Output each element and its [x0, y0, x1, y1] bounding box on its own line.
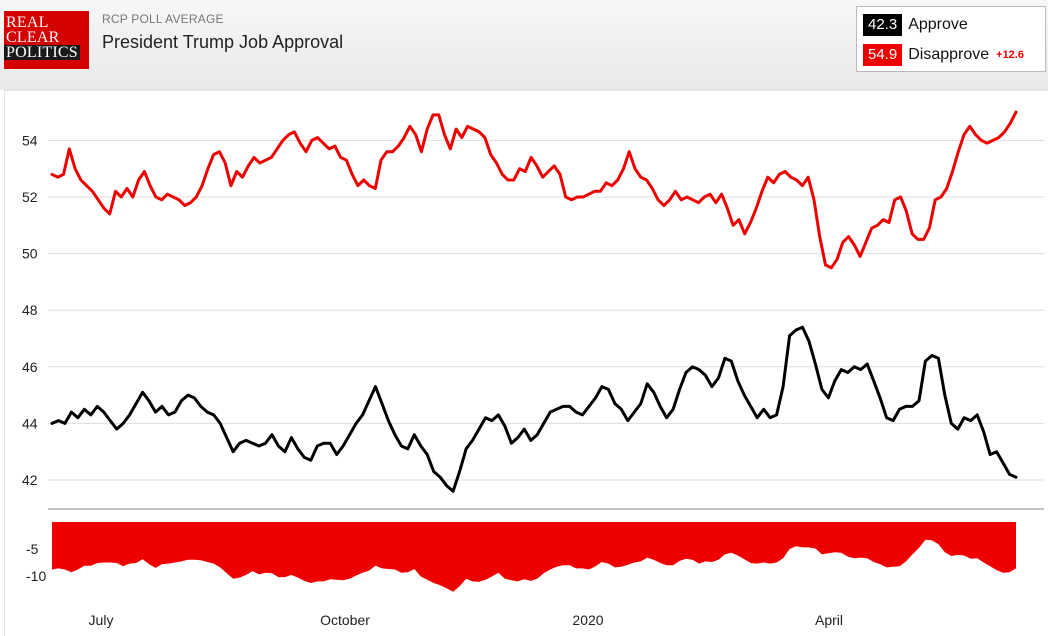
y-tick-label: 44 — [22, 415, 38, 431]
y-axis-ticks: 42 44 46 48 50 52 54 — [22, 132, 38, 488]
page-header: REAL CLEAR POLITICS RCP POLL AVERAGE Pre… — [0, 0, 1048, 90]
disapprove-value-badge: 54.9 — [863, 44, 903, 66]
x-tick-label: 2020 — [572, 612, 603, 628]
y-tick-label: 46 — [22, 359, 38, 375]
disapprove-label: Disapprove — [908, 46, 990, 63]
y-tick-label: 48 — [22, 302, 38, 318]
chart-legend: 42.3 Approve 54.9 Disapprove +12.6 — [856, 6, 1046, 72]
approve-value-badge: 42.3 — [863, 14, 903, 36]
grid-lines — [48, 139, 1044, 510]
site-logo[interactable]: REAL CLEAR POLITICS — [4, 11, 89, 69]
spread-tick-label: -5 — [26, 541, 39, 557]
x-axis-ticks: July October 2020 April — [89, 612, 843, 628]
logo-line-2: CLEAR — [6, 29, 60, 46]
logo-line-1: REAL — [6, 14, 49, 31]
x-tick-label: April — [815, 612, 843, 628]
y-tick-label: 54 — [22, 132, 38, 148]
page-title: President Trump Job Approval — [102, 32, 344, 52]
approve-label: Approve — [908, 16, 968, 33]
y-tick-label: 42 — [22, 472, 38, 488]
spread-area[interactable] — [52, 522, 1016, 592]
series-line-approve[interactable] — [50, 325, 1018, 493]
legend-approve[interactable]: 42.3 Approve — [863, 13, 968, 37]
chart-panel — [4, 90, 1048, 636]
spread-chart: -5 -10 — [26, 522, 1016, 592]
series-lines — [50, 110, 1018, 493]
spread-tick-label: -10 — [26, 568, 46, 584]
legend-disapprove[interactable]: 54.9 Disapprove +12.6 — [863, 43, 1024, 67]
y-tick-label: 52 — [22, 189, 38, 205]
x-tick-label: October — [320, 612, 370, 628]
series-line-disapprove[interactable] — [50, 110, 1018, 270]
poll-kicker: RCP POLL AVERAGE — [102, 12, 224, 26]
y-tick-label: 50 — [22, 246, 38, 262]
logo-line-3: POLITICS — [4, 44, 80, 61]
x-tick-label: July — [89, 612, 114, 628]
spread-value: +12.6 — [996, 49, 1024, 61]
